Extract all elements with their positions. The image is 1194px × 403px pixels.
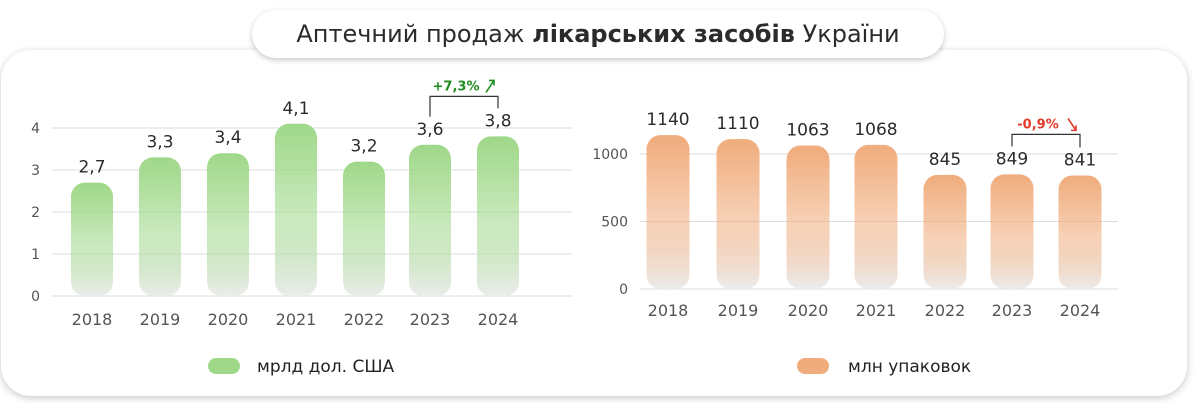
- pack-value-label: 841: [1064, 150, 1096, 170]
- chart-title: Аптечний продаж лікарських засобів Украї…: [252, 10, 944, 58]
- usd-x-tick-label: 2024: [478, 310, 519, 329]
- pack-bar: [716, 139, 760, 289]
- usd-change-bracket: [429, 95, 499, 117]
- pack-value-label: 1063: [786, 120, 829, 140]
- pack-bar: [990, 174, 1034, 289]
- pack-x-tick-label: 2022: [925, 301, 966, 320]
- pack-value-label: 1068: [854, 120, 897, 140]
- usd-y-tick-label: 4: [31, 121, 40, 137]
- usd-bar: [409, 144, 451, 296]
- pack-y-tick-label: 1000: [592, 147, 628, 163]
- usd-bar: [343, 161, 385, 296]
- title-part-1: Аптечний продаж: [296, 20, 533, 48]
- pack-y-tick-label: 0: [619, 282, 628, 298]
- arrow-down-icon: [1067, 117, 1077, 132]
- pack-bar: [923, 174, 967, 289]
- pack-x-tick-label: 2024: [1060, 301, 1101, 320]
- usd-y-tick-label: 3: [31, 163, 40, 179]
- usd-legend-label: мрлд дол. США: [257, 357, 395, 377]
- usd-bar: [139, 157, 181, 296]
- pack-value-label: 845: [929, 150, 961, 170]
- usd-x-tick-label: 2023: [410, 310, 451, 329]
- title-part-2: лікарських засобів: [532, 20, 795, 48]
- pack-bar: [1058, 175, 1102, 289]
- usd-value-label: 3,8: [484, 111, 511, 131]
- title-part-3: України: [794, 20, 900, 48]
- pack-x-tick-label: 2023: [992, 301, 1033, 320]
- pack-x-tick-label: 2018: [648, 301, 689, 320]
- usd-bar: [275, 123, 317, 296]
- usd-bar: [207, 153, 249, 296]
- pack-legend-swatch: [797, 358, 829, 374]
- usd-value-label: 3,4: [214, 128, 241, 148]
- pack-x-tick-label: 2020: [788, 301, 829, 320]
- pack-y-tick-label: 500: [601, 215, 628, 231]
- usd-bar: [477, 136, 519, 296]
- pack-bar: [646, 135, 690, 289]
- usd-x-tick-label: 2022: [344, 310, 385, 329]
- pack-value-label: 1110: [716, 114, 759, 134]
- usd-value-label: 3,2: [350, 137, 377, 157]
- usd-x-tick-label: 2020: [208, 310, 249, 329]
- usd-value-label: 4,1: [282, 99, 309, 119]
- usd-legend-swatch: [208, 358, 240, 374]
- usd-value-label: 3,6: [416, 120, 443, 140]
- pack-bar: [786, 145, 830, 289]
- arrow-up-icon: [485, 79, 495, 93]
- usd-change-label: +7,3%: [433, 79, 480, 94]
- usd-y-tick-label: 1: [31, 247, 40, 263]
- usd-x-tick-label: 2019: [140, 310, 181, 329]
- pack-change-bracket: [1011, 133, 1081, 148]
- pack-value-label: 1140: [646, 110, 689, 130]
- usd-y-tick-label: 0: [31, 289, 40, 305]
- pack-x-tick-label: 2021: [856, 301, 897, 320]
- pack-value-label: 849: [996, 149, 1028, 169]
- usd-x-tick-label: 2018: [72, 310, 113, 329]
- usd-value-label: 2,7: [78, 158, 105, 178]
- pack-x-tick-label: 2019: [718, 301, 759, 320]
- usd-y-tick-label: 2: [31, 205, 40, 221]
- usd-x-tick-label: 2021: [276, 310, 317, 329]
- usd-value-label: 3,3: [146, 132, 173, 152]
- chart-card: [1, 50, 1187, 396]
- usd-bar: [71, 182, 113, 296]
- pack-legend-label: млн упаковок: [848, 357, 971, 377]
- pack-bar: [854, 144, 898, 289]
- pack-change-label: -0,9%: [1017, 117, 1058, 132]
